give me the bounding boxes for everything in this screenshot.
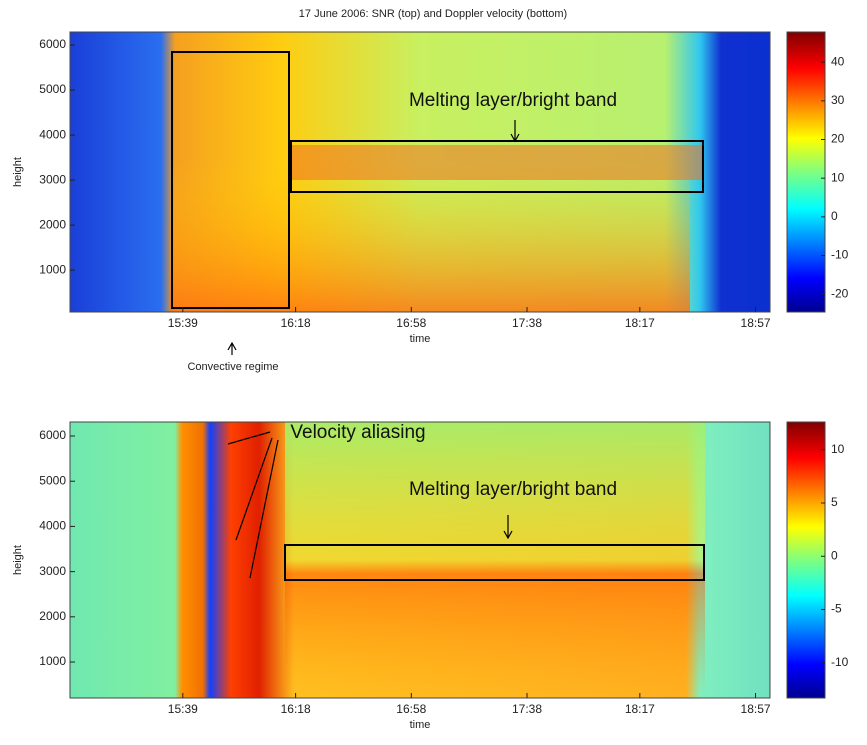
colorbar-tick-label: 20 — [831, 132, 845, 146]
x-tick-label: 18:57 — [741, 316, 771, 330]
colorbar-tick-label: -20 — [831, 286, 849, 300]
colorbar-tick-label: -5 — [831, 602, 842, 616]
colorbar-tick-label: 40 — [831, 54, 845, 68]
x-tick-label: 17:38 — [512, 702, 542, 716]
x-tick-label: 15:39 — [168, 702, 198, 716]
colorbar-tick-label: -10 — [831, 248, 849, 262]
colorbar-tick-label: 0 — [831, 548, 838, 562]
y-tick-label: 2000 — [39, 217, 66, 231]
snr-image-low — [170, 160, 690, 312]
colorbar — [786, 421, 826, 699]
y-tick-label: 4000 — [39, 519, 66, 533]
y-axis-label: height — [12, 545, 24, 575]
x-tick-label: 16:58 — [396, 702, 426, 716]
y-tick-label: 3000 — [39, 172, 66, 186]
melting-box — [284, 544, 705, 581]
y-tick-label: 1000 — [39, 262, 66, 276]
annotation: Velocity aliasing — [290, 422, 425, 443]
velocity-image-top — [285, 422, 705, 698]
colorbar-tick-label: 5 — [831, 495, 838, 509]
figure-title: 17 June 2006: SNR (top) and Doppler velo… — [299, 8, 567, 20]
x-tick-label: 18:57 — [741, 702, 771, 716]
colorbar-tick-label: 30 — [831, 93, 845, 107]
colorbar-tick-label: 10 — [831, 442, 845, 456]
y-tick-label: 5000 — [39, 473, 66, 487]
colorbar-tick-label: -10 — [831, 655, 849, 669]
y-tick-label: 2000 — [39, 609, 66, 623]
x-tick-label: 18:17 — [625, 702, 655, 716]
y-axis-label: height — [12, 157, 24, 187]
x-tick-label: 16:18 — [281, 316, 311, 330]
axes-frame — [69, 31, 771, 313]
melting-box — [290, 140, 704, 193]
y-tick-label: 4000 — [39, 127, 66, 141]
y-tick-label: 1000 — [39, 654, 66, 668]
x-tick-label: 18:17 — [625, 316, 655, 330]
y-tick-label: 5000 — [39, 82, 66, 96]
colorbar-tick-label: 0 — [831, 209, 838, 223]
x-tick-label: 16:18 — [281, 702, 311, 716]
axes-frame — [69, 421, 771, 699]
x-tick-label: 17:38 — [512, 316, 542, 330]
y-tick-label: 6000 — [39, 37, 66, 51]
y-tick-label: 3000 — [39, 564, 66, 578]
y-tick-label: 6000 — [39, 428, 66, 442]
annotation: Melting layer/bright band — [409, 479, 617, 500]
convective-box — [171, 51, 290, 309]
x-tick-label: 15:39 — [168, 316, 198, 330]
annotation: Convective regime — [187, 361, 278, 373]
x-axis-label: time — [410, 333, 431, 345]
bright-band — [292, 145, 702, 180]
x-axis-label: time — [410, 719, 431, 731]
colorbar — [786, 31, 826, 313]
colorbar-tick-label: 10 — [831, 170, 845, 184]
annotation: Melting layer/bright band — [409, 90, 617, 111]
arrows — [227, 120, 520, 579]
x-tick-label: 16:58 — [396, 316, 426, 330]
